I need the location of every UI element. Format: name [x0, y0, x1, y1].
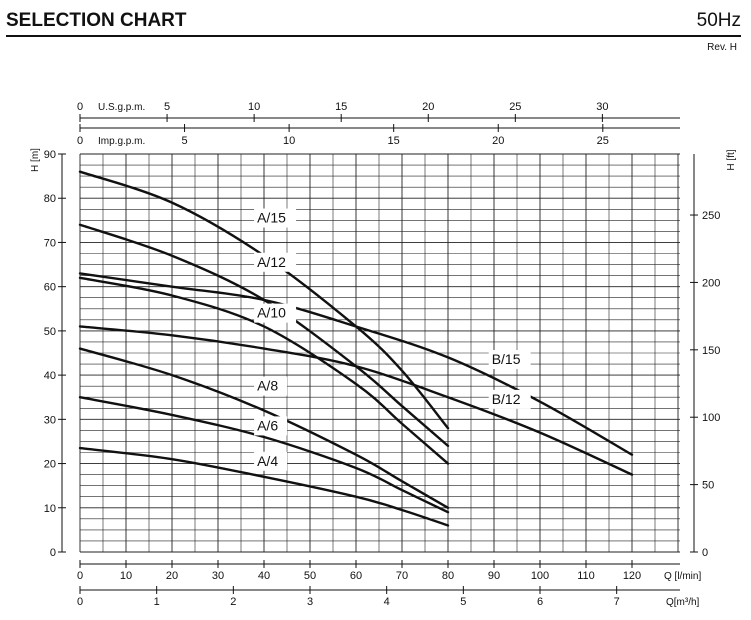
x-axis-title: Q [l/min] — [664, 571, 701, 582]
curve-label-a-15: A/15 — [257, 210, 286, 226]
x-tick-label: 80 — [442, 570, 454, 582]
curve-label-b-12: B/12 — [492, 391, 521, 407]
curve-label-background — [254, 376, 288, 396]
curve-label-b-15: B/15 — [492, 351, 521, 367]
x-tick-label: 100 — [531, 570, 549, 582]
y-tick-label: 10 — [44, 503, 56, 515]
y2-tick-label: 0 — [702, 547, 708, 559]
usgpm-tick-label: 5 — [164, 101, 170, 113]
x-tick-label: 20 — [166, 570, 178, 582]
chart-title: SELECTION CHART — [6, 10, 187, 31]
y-tick-label: 30 — [44, 414, 56, 426]
curve-label-background — [254, 451, 288, 471]
impgpm-tick-label: 25 — [597, 135, 609, 147]
usgpm-tick-label: 25 — [509, 101, 521, 113]
curve-label-background — [254, 416, 288, 436]
curve-label-background — [254, 252, 297, 272]
usgpm-tick-label: 30 — [596, 101, 608, 113]
y2-tick-label: 150 — [702, 345, 720, 357]
y-tick-label: 40 — [44, 370, 56, 382]
revision-label: Rev. H — [707, 42, 737, 53]
curve-a-8 — [78, 347, 450, 509]
x-tick-label: 50 — [304, 570, 316, 582]
y-axis-title: H [m] — [30, 148, 41, 172]
y-tick-label: 70 — [44, 237, 56, 249]
impgpm-tick-label: 0 — [77, 135, 83, 147]
x-tick-label: 120 — [623, 570, 641, 582]
curve-b-15 — [78, 272, 634, 456]
m3h-tick-label: 2 — [230, 596, 236, 608]
curve-a-6 — [78, 396, 450, 514]
curve-a-10 — [78, 276, 450, 465]
y-tick-label: 50 — [44, 326, 56, 338]
impgpm-tick-label: 15 — [388, 135, 400, 147]
curve-label-a-4: A/4 — [257, 453, 278, 469]
curve-label-a-6: A/6 — [257, 417, 278, 433]
y2-tick-label: 250 — [702, 210, 720, 222]
y2-tick-label: 200 — [702, 277, 720, 289]
m3h-tick-label: 3 — [307, 596, 313, 608]
m3h-tick-label: 6 — [537, 596, 543, 608]
curve-label-a-8: A/8 — [257, 378, 278, 394]
curve-a-4 — [78, 446, 450, 527]
usgpm-axis-title: U.S.g.p.m. — [98, 102, 145, 113]
x-tick-label: 30 — [212, 570, 224, 582]
curve-label-background — [488, 350, 531, 370]
usgpm-tick-label: 15 — [335, 101, 347, 113]
curve-label-background — [254, 208, 297, 228]
curve-label-background — [254, 303, 297, 323]
y-tick-label: 0 — [50, 547, 56, 559]
impgpm-axis-title: Imp.g.p.m. — [98, 136, 145, 147]
x-tick-label: 70 — [396, 570, 408, 582]
impgpm-tick-label: 10 — [283, 135, 295, 147]
curve-labels: A/15 A/12 A/10 A/8 A/6 A/4 B/15 B/12 — [254, 208, 531, 471]
x-tick-label: 90 — [488, 570, 500, 582]
curve-label-background — [488, 389, 531, 409]
curve-label-a-10: A/10 — [257, 305, 286, 321]
impgpm-tick-label: 5 — [181, 135, 187, 147]
usgpm-tick-label: 10 — [248, 101, 260, 113]
m3h-tick-label: 7 — [614, 596, 620, 608]
x-tick-label: 0 — [77, 570, 83, 582]
y2-tick-label: 50 — [702, 480, 714, 492]
impgpm-tick-label: 20 — [492, 135, 504, 147]
grid — [79, 153, 680, 553]
y-tick-label: 20 — [44, 459, 56, 471]
curve-a-15 — [78, 170, 450, 430]
x-tick-label: 110 — [577, 570, 595, 582]
m3h-tick-label: 1 — [154, 596, 160, 608]
y-tick-label: 90 — [44, 149, 56, 161]
usgpm-tick-label: 20 — [422, 101, 434, 113]
y-tick-label: 80 — [44, 193, 56, 205]
m3h-tick-label: 5 — [460, 596, 466, 608]
x-tick-label: 40 — [258, 570, 270, 582]
m3h-tick-label: 4 — [384, 596, 390, 608]
m3h-axis-title: Q[m³/h] — [666, 597, 700, 608]
y-tick-label: 60 — [44, 282, 56, 294]
curve-label-a-12: A/12 — [257, 254, 286, 270]
x-tick-label: 60 — [350, 570, 362, 582]
y2-tick-label: 100 — [702, 412, 720, 424]
frequency-label: 50Hz — [697, 10, 741, 31]
x-tick-label: 10 — [120, 570, 132, 582]
curve-b-12 — [78, 325, 634, 476]
y2-axis-title: H [ft] — [726, 149, 737, 170]
usgpm-tick-label: 0 — [77, 101, 83, 113]
m3h-tick-label: 0 — [77, 596, 83, 608]
